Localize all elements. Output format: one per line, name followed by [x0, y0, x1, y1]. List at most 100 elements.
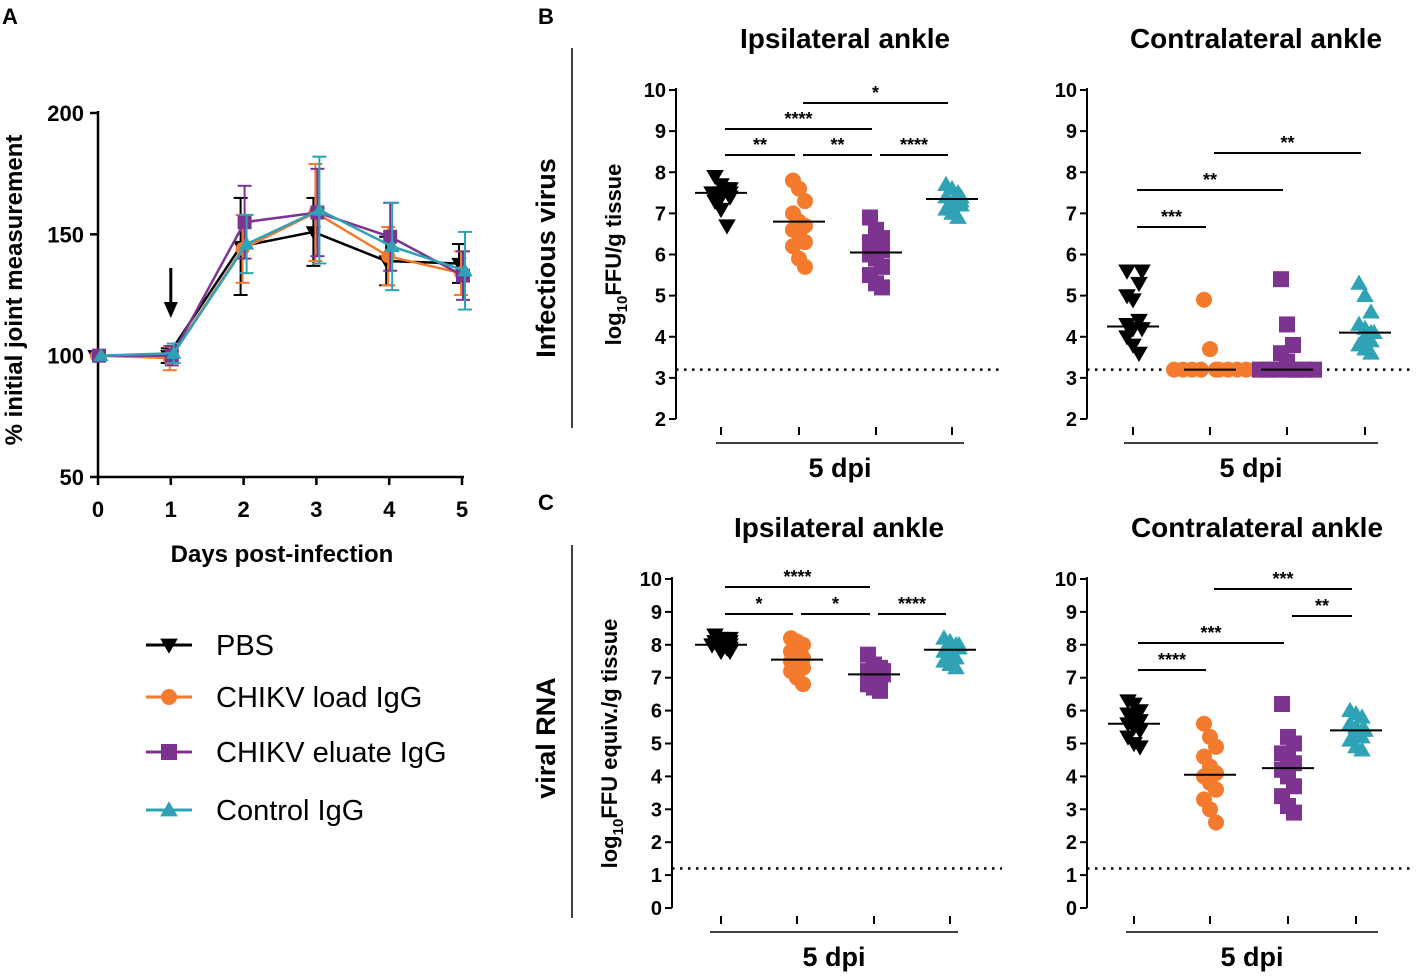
y-tick-label: 8 — [1066, 162, 1077, 184]
y-tick-label: 6 — [1066, 245, 1077, 267]
y-tick-label: 5 — [655, 286, 666, 308]
significance-label: *** — [1272, 569, 1293, 589]
y-tick-label: 5 — [651, 734, 662, 756]
data-point — [1130, 346, 1148, 362]
data-point — [703, 186, 721, 202]
data-point — [797, 193, 813, 210]
significance-label: ** — [1315, 596, 1329, 616]
data-point — [384, 238, 400, 253]
y-tick-label: 0 — [651, 898, 662, 920]
y-tick-label: 4 — [1066, 766, 1078, 788]
data-point — [166, 345, 182, 359]
y-tick-label: 2 — [655, 409, 666, 431]
data-point — [718, 219, 736, 235]
a-y-axis-label: % initial joint measurement — [1, 135, 28, 446]
annotation-arrow-head — [163, 302, 178, 318]
line-chart-a: % initial joint measurement Days post-in… — [1, 101, 473, 568]
data-point — [237, 215, 252, 230]
significance-label: ** — [1203, 170, 1217, 190]
y-tick-label: 9 — [1066, 121, 1077, 143]
data-point — [703, 638, 721, 654]
series-line — [100, 208, 466, 357]
x-axis-label: 5 dpi — [802, 942, 865, 972]
y-tick-label: 9 — [651, 602, 662, 624]
panel-title: Ipsilateral ankle — [740, 23, 950, 54]
y-axis-label: log10FFU/g tissue — [601, 164, 631, 346]
significance-label: ** — [753, 135, 767, 155]
data-point — [1208, 738, 1224, 755]
panel-label-a: A — [2, 4, 18, 29]
x-axis-label: 5 dpi — [808, 453, 871, 483]
y-tick-label: 3 — [651, 799, 662, 821]
data-point — [1273, 271, 1289, 288]
significance-label: *** — [1200, 623, 1221, 643]
legend-label: Control IgG — [216, 795, 364, 827]
significance-label: **** — [784, 109, 812, 129]
data-point — [1131, 723, 1149, 740]
y-tick-label: 10 — [1055, 569, 1077, 591]
x-axis-label: 5 dpi — [1219, 453, 1282, 483]
data-point — [872, 682, 888, 699]
data-point — [721, 644, 739, 661]
data-point — [1362, 303, 1380, 319]
data-point — [1124, 293, 1142, 309]
data-point — [1208, 814, 1224, 831]
y-tick-label: 6 — [651, 701, 662, 723]
panel-label-b: B — [538, 4, 554, 29]
y-tick-label: 4 — [651, 766, 663, 788]
significance-label: ** — [830, 135, 844, 155]
legend-label: CHIKV load IgG — [216, 682, 422, 714]
y-tick-label: 7 — [655, 203, 666, 225]
data-point — [457, 263, 473, 277]
data-point — [712, 202, 730, 219]
y-tick-label: 3 — [1066, 368, 1077, 390]
a-x-tick-label: 4 — [383, 497, 396, 522]
data-point — [797, 234, 813, 251]
panel-title: Contralateral ankle — [1130, 23, 1382, 54]
series-line — [99, 211, 464, 357]
y-tick-label: 2 — [1066, 409, 1077, 431]
row-label-infectious: Infectious virus — [531, 158, 561, 358]
y-tick-label: 0 — [1066, 898, 1077, 920]
data-point — [1356, 286, 1374, 303]
y-tick-label: 5 — [1066, 734, 1077, 756]
y-tick-label: 10 — [1055, 80, 1077, 102]
data-point — [238, 236, 255, 250]
panel-title: Contralateral ankle — [1131, 512, 1383, 543]
y-tick-label: 8 — [651, 635, 662, 657]
data-point — [1130, 313, 1148, 330]
data-point — [795, 676, 811, 693]
y-tick-label: 4 — [1066, 327, 1078, 349]
data-point — [862, 209, 878, 226]
data-point — [1362, 344, 1380, 360]
significance-label: *** — [1161, 207, 1182, 227]
a-x-tick-label: 5 — [456, 497, 468, 522]
panel-title: Ipsilateral ankle — [734, 512, 944, 543]
significance-label: * — [755, 594, 762, 614]
y-tick-label: 8 — [1066, 635, 1077, 657]
y-tick-label: 7 — [1066, 203, 1077, 225]
data-point — [874, 279, 890, 296]
legend-marker — [161, 689, 177, 705]
data-point — [1353, 741, 1371, 757]
y-tick-label: 5 — [1066, 286, 1077, 308]
data-point — [1130, 276, 1148, 293]
significance-label: * — [832, 594, 839, 614]
data-point — [1196, 715, 1212, 732]
legend-marker — [160, 801, 178, 817]
legend-marker — [160, 638, 178, 654]
y-tick-label: 9 — [655, 121, 666, 143]
y-tick-label: 6 — [655, 245, 666, 267]
y-tick-label: 3 — [1066, 799, 1077, 821]
data-point — [1252, 361, 1268, 378]
legend-marker — [161, 744, 177, 760]
y-tick-label: 2 — [1066, 832, 1077, 854]
data-point — [1350, 274, 1368, 290]
data-point — [1274, 696, 1290, 713]
y-axis-label: log10FFU equiv./g tissue — [597, 619, 627, 869]
legend-label: PBS — [216, 630, 274, 662]
row-label-rna: viral RNA — [531, 677, 561, 799]
data-point — [797, 258, 813, 275]
